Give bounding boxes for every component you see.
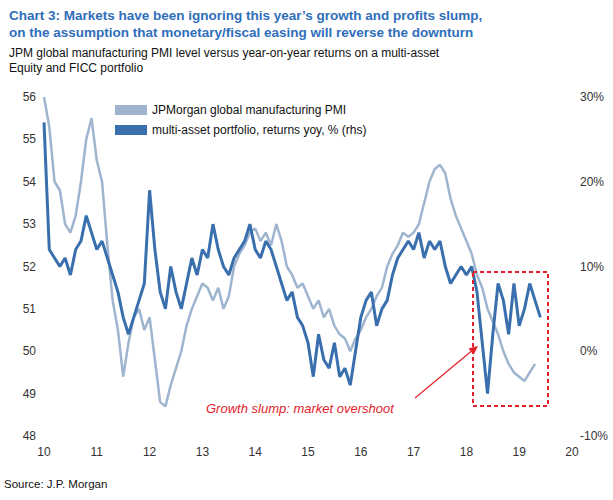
svg-text:0%: 0% <box>580 344 598 358</box>
svg-text:13: 13 <box>196 445 210 459</box>
svg-text:11: 11 <box>91 445 104 459</box>
svg-text:14: 14 <box>249 445 263 459</box>
svg-text:20: 20 <box>565 445 579 459</box>
svg-text:15: 15 <box>301 445 315 459</box>
svg-text:Equity and FICC portfolio: Equity and FICC portfolio <box>9 61 143 75</box>
svg-text:30%: 30% <box>580 90 604 104</box>
svg-text:multi-asset portfolio, returns: multi-asset portfolio, returns yoy, % (r… <box>152 123 367 137</box>
svg-text:50: 50 <box>23 344 37 358</box>
svg-text:48: 48 <box>23 429 37 443</box>
svg-text:56: 56 <box>23 90 37 104</box>
svg-text:on the assumption that monetar: on the assumption that monetary/fiscal e… <box>9 25 473 40</box>
svg-text:10: 10 <box>37 445 51 459</box>
svg-text:12: 12 <box>143 445 157 459</box>
svg-text:Chart 3: Markets have been ign: Chart 3: Markets have been ignoring this… <box>9 8 482 23</box>
svg-text:55: 55 <box>23 132 37 146</box>
svg-text:20%: 20% <box>580 175 604 189</box>
svg-text:51: 51 <box>23 302 37 316</box>
svg-text:16: 16 <box>354 445 368 459</box>
svg-text:18: 18 <box>460 445 474 459</box>
svg-text:54: 54 <box>23 175 37 189</box>
svg-text:-10%: -10% <box>580 429 608 443</box>
svg-text:JPMorgan global manufacturing: JPMorgan global manufacturing PMI <box>152 103 346 117</box>
svg-text:19: 19 <box>513 445 527 459</box>
svg-text:49: 49 <box>23 387 37 401</box>
svg-text:Growth slump: market overshoot: Growth slump: market overshoot <box>206 401 395 416</box>
svg-text:53: 53 <box>23 217 37 231</box>
svg-text:52: 52 <box>23 260 37 274</box>
svg-text:Source: J.P. Morgan: Source: J.P. Morgan <box>4 478 107 490</box>
svg-text:17: 17 <box>407 445 421 459</box>
svg-text:JPM global manufacturing PMI l: JPM global manufacturing PMI level versu… <box>9 46 440 60</box>
svg-text:10%: 10% <box>580 260 604 274</box>
